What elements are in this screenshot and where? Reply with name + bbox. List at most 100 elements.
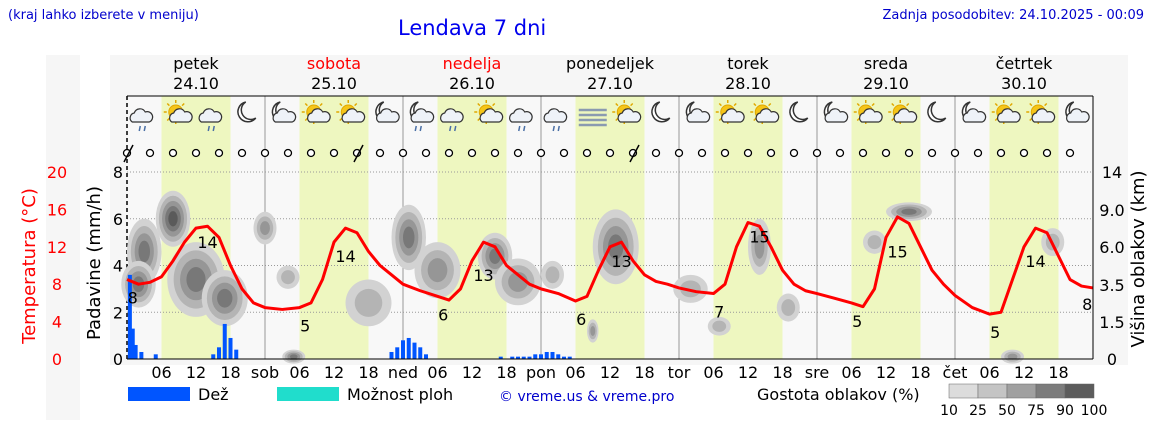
density-swatch xyxy=(1006,383,1037,399)
wind-calm-marker xyxy=(582,148,592,158)
wind-calm-marker xyxy=(904,148,914,158)
cloud-height-tick-label: 14 xyxy=(1102,163,1122,182)
cloud-height-axis-title: Višina oblakov (km) xyxy=(1128,170,1149,347)
wind-calm-marker xyxy=(237,148,247,158)
rain-bar xyxy=(153,354,158,359)
moon-shape xyxy=(237,101,257,123)
density-swatch xyxy=(948,383,979,399)
x-tick-label: 12 xyxy=(462,363,482,382)
cloud-blob xyxy=(754,234,765,259)
sun-ray xyxy=(181,102,185,107)
temp-tick-label: 0 xyxy=(52,350,62,369)
x-tick-label: 12 xyxy=(324,363,344,382)
day-date-24.10: 24.10 xyxy=(173,74,219,93)
rain-drop xyxy=(523,125,526,132)
cloud-shape xyxy=(997,108,1021,123)
cloud-shape xyxy=(859,108,883,123)
temperature-label: 8 xyxy=(1082,295,1092,314)
rain-bar xyxy=(130,328,135,359)
cloud-blob xyxy=(168,211,178,227)
fog-icon xyxy=(578,108,607,127)
wind-barb xyxy=(353,144,364,163)
sun-cloud-icon xyxy=(612,100,642,124)
sun-ray xyxy=(1009,102,1013,107)
wind-calm-marker xyxy=(1042,148,1052,158)
day-name-četrtek: četrtek xyxy=(996,54,1054,73)
rain-drop xyxy=(419,125,422,132)
sun-cloud-icon xyxy=(1026,100,1056,124)
credit-link[interactable]: © vreme.us & vreme.pro xyxy=(499,389,675,405)
wind-calm-marker xyxy=(559,148,569,158)
rain-drop xyxy=(414,125,417,132)
sun-cloud-icon xyxy=(888,100,918,124)
cloud-shape xyxy=(272,108,297,123)
rain-bar xyxy=(539,354,543,359)
x-tick-label: 06 xyxy=(427,363,447,382)
wind-calm-marker xyxy=(421,148,431,158)
cloud-rain-icon xyxy=(129,108,154,132)
cloud-blob xyxy=(781,299,796,316)
cloud-density-scale: 10 25 50 75 90 100 xyxy=(940,383,1108,419)
temperature-label: 6 xyxy=(438,305,448,324)
rain-drop xyxy=(143,125,146,132)
moon-shape xyxy=(789,101,809,123)
cloud-shape xyxy=(1031,108,1056,123)
density-scale-label: 100 xyxy=(1081,403,1108,419)
rain-bar xyxy=(234,349,239,359)
density-swatch xyxy=(977,383,1008,399)
density-swatch xyxy=(1035,383,1066,399)
moon-cloud-icon xyxy=(375,101,400,123)
left-axis-panel xyxy=(46,55,80,420)
sun-ray xyxy=(319,102,323,107)
wind-calm-marker xyxy=(145,148,155,158)
temperature-label: 15 xyxy=(749,227,769,246)
wind-calm-marker xyxy=(283,148,293,158)
cloud-shape xyxy=(509,108,533,123)
wind-calm-marker xyxy=(789,148,799,158)
rain-drop xyxy=(557,125,560,132)
cloud-rain-icon xyxy=(509,108,533,132)
moon-cloud-icon xyxy=(961,101,987,123)
temperature-label: 5 xyxy=(990,323,1000,342)
wind-calm-marker xyxy=(168,148,178,158)
daylight-band xyxy=(713,96,783,359)
rain-bar xyxy=(556,354,561,359)
wind-calm-marker xyxy=(651,148,661,158)
moon-icon xyxy=(237,101,257,123)
precip-tick-label: 0 xyxy=(113,350,123,369)
wind-calm-marker xyxy=(306,148,316,158)
cloud-blob xyxy=(1007,353,1018,360)
wind-calm-marker xyxy=(444,148,454,158)
temperature-label: 6 xyxy=(576,310,586,329)
precip-axis-title: Padavine (mm/h) xyxy=(84,186,105,340)
day-name-ponedeljek: ponedeljek xyxy=(566,54,655,73)
rain-bar xyxy=(424,354,428,359)
cloud-blob xyxy=(867,235,882,250)
cloud-shape xyxy=(686,108,711,123)
cloud-height-tick-label: 6.0 xyxy=(1099,238,1124,257)
x-tick-label: tor xyxy=(668,363,691,382)
shower-legend-label: Možnost ploh xyxy=(347,385,454,404)
sun-ray xyxy=(871,102,875,107)
rain-legend-swatch xyxy=(128,387,190,401)
temp-tick-label: 8 xyxy=(52,275,62,294)
sun-ray xyxy=(768,102,772,107)
rain-bar xyxy=(389,351,394,359)
cloud-height-tick-label: 3.5 xyxy=(1099,276,1124,295)
sun-cloud-icon xyxy=(163,100,193,124)
sun-ray xyxy=(477,102,481,107)
cloud-blob xyxy=(403,226,415,249)
x-tick-label: 06 xyxy=(979,363,999,382)
rain-bar xyxy=(516,356,520,359)
rain-drop xyxy=(449,125,452,132)
cloud-shape xyxy=(479,108,504,123)
wind-calm-marker xyxy=(513,148,523,158)
day-date-29.10: 29.10 xyxy=(863,74,909,93)
cloud-shape xyxy=(543,108,568,123)
x-tick-label: 06 xyxy=(151,363,171,382)
sun-ray xyxy=(891,102,895,107)
cloud-blob xyxy=(508,271,528,292)
sun-cloud-icon xyxy=(991,100,1021,124)
moon-icon xyxy=(789,101,809,123)
temp-tick-label: 4 xyxy=(52,313,62,332)
